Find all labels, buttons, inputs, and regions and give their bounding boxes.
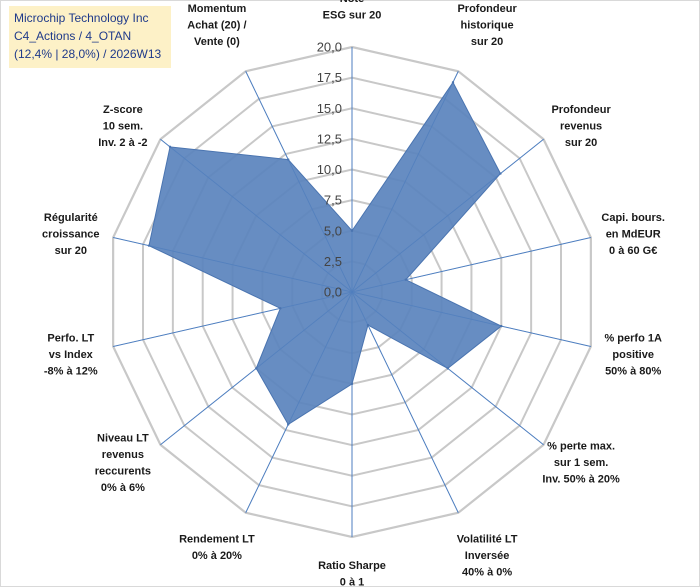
axis-label-line: reccurents xyxy=(95,465,151,477)
axis-label-line: Ratio Sharpe xyxy=(318,560,386,572)
axis-label: Volatilité LT Inversée 40% à 0% xyxy=(457,533,518,578)
data-point xyxy=(287,423,290,426)
axis-label-line: revenus xyxy=(102,449,144,461)
axis-label: Profondeur historique sur 20 xyxy=(457,3,517,48)
axis-spoke-overlay xyxy=(351,291,591,347)
axis-label-line: 0% à 6% xyxy=(101,482,145,494)
axis-spoke-overlay xyxy=(113,237,353,293)
axis-label-line: Profondeur xyxy=(551,104,611,116)
data-point xyxy=(500,324,503,328)
radial-tick-label: 20,0 xyxy=(317,40,342,55)
axis-label: Momentum Achat (20) / Vente (0) xyxy=(187,3,246,48)
axis-label-line: Capi. bours. xyxy=(601,212,665,224)
data-point xyxy=(147,244,151,247)
axis-label: % perfo 1A positive 50% à 80% xyxy=(604,332,662,377)
axis-label-line: en MdEUR xyxy=(606,229,661,241)
data-point xyxy=(255,367,258,370)
axis-label-line: Inv. 50% à 20% xyxy=(542,474,620,486)
radial-tick-label: 2,5 xyxy=(324,254,342,269)
axis-label-line: sur 20 xyxy=(471,36,503,48)
radial-tick-label: 5,0 xyxy=(324,223,342,238)
axis-label-line: Profondeur xyxy=(457,3,517,15)
data-point xyxy=(287,158,290,161)
axis-label-line: Achat (20) / xyxy=(187,20,246,32)
axis-label: Perfo. LT vs Index -8% à 12% xyxy=(44,332,98,377)
company-name: Microchip Technology Inc xyxy=(14,11,149,25)
axis-spoke-overlay xyxy=(113,291,353,347)
axis-label-line: Perfo. LT xyxy=(47,332,94,344)
chart-title-box: Microchip Technology Inc C4_Actions / 4_… xyxy=(9,6,171,68)
category-line: C4_Actions / 4_OTAN xyxy=(14,29,132,43)
radial-tick-label: 15,0 xyxy=(317,101,342,116)
data-point xyxy=(404,278,407,281)
axis-label: Note ESG sur 20 xyxy=(323,0,382,22)
axis-label: Capi. bours. en MdEUR 0 à 60 G€ xyxy=(601,212,665,257)
axis-label-line: Z-score xyxy=(103,104,143,116)
axis-label-line: 0 à 60 G€ xyxy=(609,245,657,257)
radial-tick-label: 0,0 xyxy=(324,285,342,300)
axis-label: Z-score 10 sem. Inv. 2 à -2 xyxy=(98,104,147,149)
axis-spoke-overlay xyxy=(351,139,544,293)
axis-spoke-overlay xyxy=(351,291,459,513)
axis-spoke-overlay xyxy=(245,71,353,293)
axis-label-line: 0% à 20% xyxy=(192,550,242,562)
axis-label-line: sur 1 sem. xyxy=(554,457,608,469)
axis-label: Niveau LT revenus reccurents 0% à 6% xyxy=(95,432,151,494)
axis-spoke-overlay xyxy=(351,71,459,293)
axis-label-line: Régularité xyxy=(44,212,98,224)
radial-tick-label: 10,0 xyxy=(317,162,342,177)
axis-label-line: croissance xyxy=(42,229,99,241)
axis-label: Régularité croissance sur 20 xyxy=(42,212,99,257)
data-point xyxy=(366,323,370,327)
axis-label-line: Rendement LT xyxy=(179,533,255,545)
axis-label-line: sur 20 xyxy=(565,137,597,149)
axis-label-line: Volatilité LT xyxy=(457,533,518,545)
axis-label-line: sur 20 xyxy=(55,245,87,257)
data-point xyxy=(350,382,354,386)
axis-label-line: revenus xyxy=(560,120,602,132)
data-point xyxy=(499,172,502,175)
axis-label-line: 40% à 0% xyxy=(462,566,512,578)
axis-spoke-overlay xyxy=(245,291,353,513)
radial-tick-label: 7,5 xyxy=(324,193,342,208)
axis-label-line: positive xyxy=(612,349,654,361)
axis-label: Rendement LT 0% à 20% xyxy=(179,533,255,562)
data-point xyxy=(168,145,172,149)
axis-label-line: Inv. 2 à -2 xyxy=(98,137,147,149)
axis-label-line: vs Index xyxy=(49,349,94,361)
axis-label-line: % perfo 1A xyxy=(604,332,662,344)
axis-spoke-overlay xyxy=(160,139,353,293)
axis-label: % perte max. sur 1 sem. Inv. 50% à 20% xyxy=(542,441,620,486)
data-point xyxy=(446,367,449,370)
radial-tick-label: 12,5 xyxy=(317,131,342,146)
axis-label-line: Niveau LT xyxy=(97,432,149,444)
axis-label-line: 50% à 80% xyxy=(605,365,661,377)
axis-spoke-overlay xyxy=(351,237,591,293)
metrics-line: (12,4% | 28,0%) / 2026W13 xyxy=(14,47,162,61)
axis-label-line: Vente (0) xyxy=(194,36,240,48)
radial-tick-label: 17,5 xyxy=(317,70,342,85)
axis-label-line: ESG sur 20 xyxy=(323,10,382,22)
data-point xyxy=(350,229,354,232)
data-point xyxy=(451,81,455,84)
axis-label-line: Momentum xyxy=(188,3,247,15)
axis-label-line: 10 sem. xyxy=(103,120,143,132)
axis-label-line: Note xyxy=(340,0,364,5)
axis-label-line: Inversée xyxy=(465,550,510,562)
axis-label-line: historique xyxy=(461,20,514,32)
axis-label: Ratio Sharpe 0 à 1 xyxy=(318,560,386,587)
data-point xyxy=(279,307,282,310)
axis-label-line: 0 à 1 xyxy=(340,577,364,587)
axis-label-line: -8% à 12% xyxy=(44,365,98,377)
axis-label: Profondeur revenus sur 20 xyxy=(551,104,611,149)
axis-label-line: % perte max. xyxy=(547,441,615,453)
